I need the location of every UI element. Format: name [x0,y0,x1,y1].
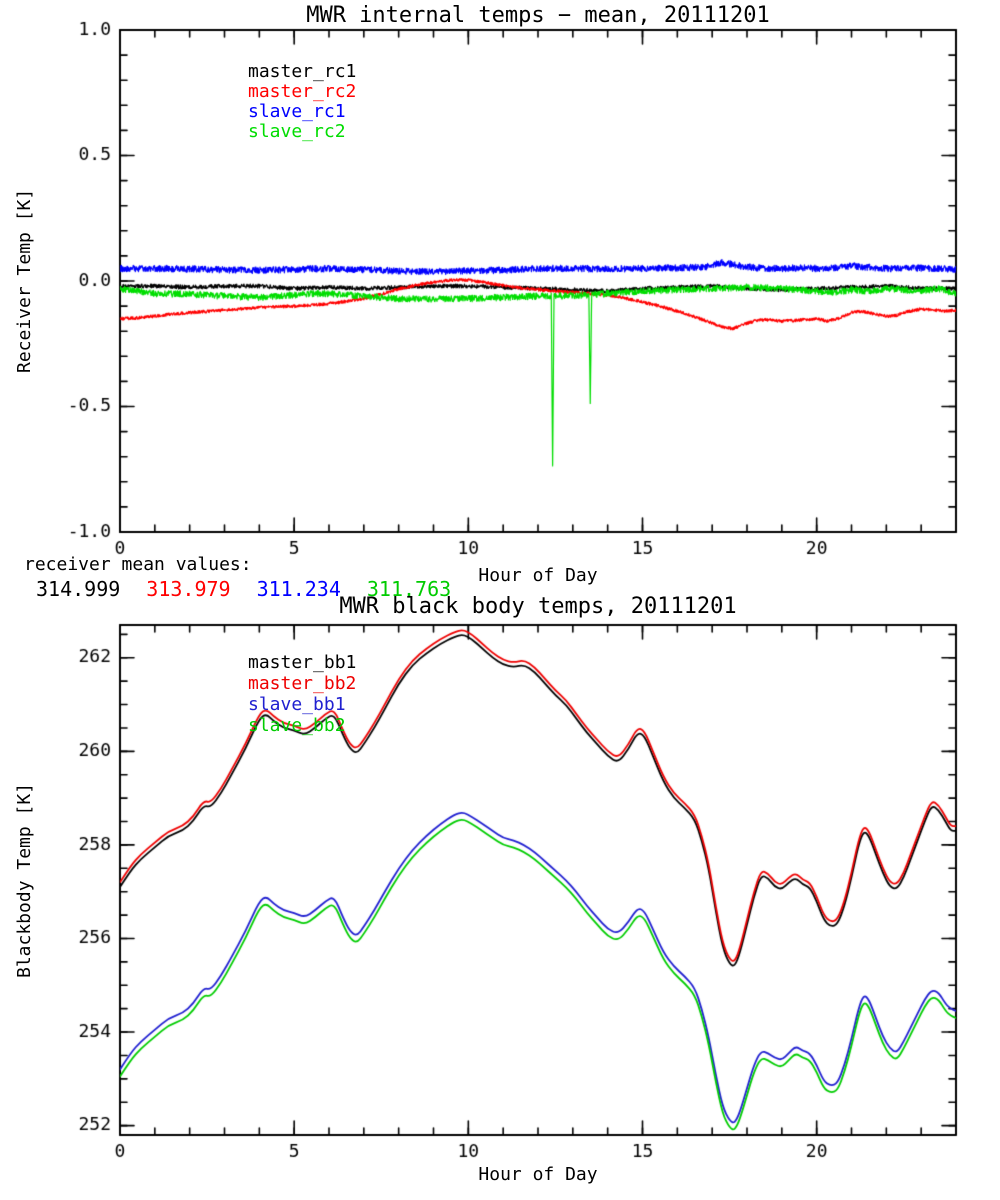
legend-item-master_bb2: master_bb2 [248,673,357,694]
receiver-mean-values-row: 314.999 313.979 311.234 311.763 [36,577,477,601]
receiver-mean-values-label: receiver mean values: [24,554,252,575]
legend-item-slave_rc2: slave_rc2 [248,121,346,142]
receiver-mean-value: 313.979 [146,577,231,601]
receiver-mean-value: 311.763 [366,577,452,601]
blackbody-x-axis-label: Hour of Day [478,1164,598,1185]
legend-item-master_rc2: master_rc2 [248,81,357,102]
receiver-mean-value: 311.234 [256,577,341,601]
legend-item-slave_bb2: slave_bb2 [248,715,346,736]
legend-item-master_rc1: master_rc1 [248,61,357,82]
receiver-chart-title: MWR internal temps − mean, 20111201 [306,3,770,28]
blackbody-chart-legend: master_bb1 master_bb2 slave_bb1 slave_bb2 [248,652,356,736]
blackbody-chart-title: MWR black body temps, 20111201 [339,594,737,619]
blackbody-y-axis-label: Blackbody Temp [K] [14,782,35,978]
receiver-chart-legend: master_rc1 master_rc2 slave_rc1 slave_rc2 [248,62,356,142]
receiver-y-axis-label: Receiver Temp [K] [14,188,35,374]
legend-item-slave_bb1: slave_bb1 [248,694,346,715]
receiver-mean-value: 314.999 [36,577,121,601]
legend-item-master_bb1: master_bb1 [248,652,357,673]
legend-item-slave_rc1: slave_rc1 [248,101,346,122]
receiver-x-axis-label: Hour of Day [478,565,598,586]
